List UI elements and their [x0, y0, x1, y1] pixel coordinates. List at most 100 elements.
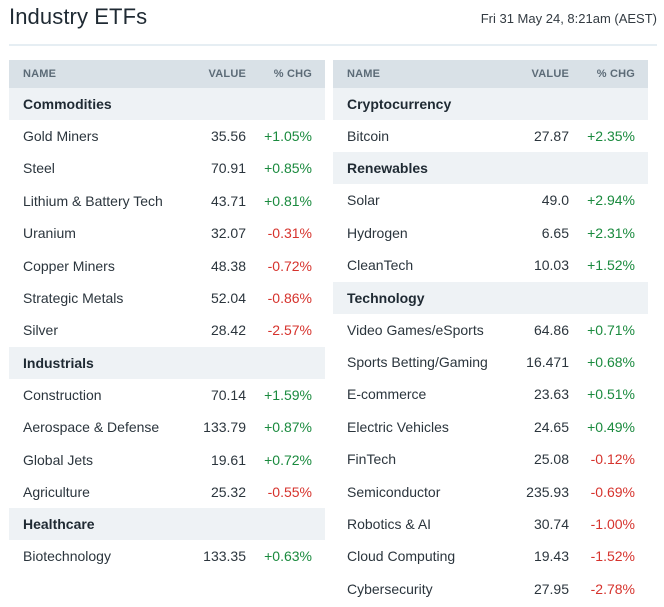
table-row[interactable]: Silver 28.42 -2.57% — [9, 314, 325, 346]
etf-value: 30.74 — [533, 515, 569, 532]
etf-value: 27.95 — [533, 580, 569, 597]
column-header-chg[interactable]: % CHG — [273, 68, 312, 80]
section-industrials: Industrials Construction 70.14 +1.59% Aerosp… — [9, 346, 325, 509]
etf-name[interactable]: Agriculture — [23, 483, 90, 500]
etf-percent-change: +2.31% — [587, 224, 635, 241]
column-header-name[interactable]: NAME — [347, 68, 381, 80]
table-row[interactable]: Semiconductor 235.93 -0.69% — [333, 476, 648, 508]
table-row[interactable]: Copper Miners 48.38 -0.72% — [9, 250, 325, 282]
table-row[interactable]: Hydrogen 6.65 +2.31% — [333, 217, 648, 249]
etf-name[interactable]: Semiconductor — [347, 483, 441, 500]
etf-name[interactable]: FinTech — [347, 451, 397, 468]
etf-percent-change: +1.05% — [264, 128, 312, 144]
etf-value: 10.03 — [533, 257, 569, 274]
etf-name[interactable]: Strategic Metals — [23, 289, 124, 306]
etf-percent-change: -0.55% — [267, 483, 312, 500]
section-cryptocurrency: Cryptocurrency Bitcoin 27.87 +2.35% — [333, 88, 648, 152]
timestamp: Fri 31 May 24, 8:21am (AEST) — [480, 11, 657, 26]
etf-value: 19.61 — [210, 451, 246, 468]
etf-name[interactable]: Biotechnology — [23, 548, 111, 565]
section-renewables: Renewables Solar 49.0 +2.94% Hydrogen 6.65 +2.… — [333, 152, 648, 281]
etf-percent-change: +2.35% — [587, 128, 635, 144]
etf-value: 16.471 — [526, 353, 569, 370]
table-row[interactable]: Agriculture 25.32 -0.55% — [9, 476, 325, 508]
etf-name[interactable]: Bitcoin — [347, 128, 390, 144]
column-header-name[interactable]: NAME — [23, 68, 57, 80]
etf-percent-change: +0.85% — [264, 160, 312, 177]
table-row[interactable]: Robotics & AI 30.74 -1.00% — [333, 508, 648, 540]
table-row[interactable]: Construction 70.14 +1.59% — [9, 379, 325, 411]
etf-percent-change: -2.57% — [267, 322, 312, 339]
section-heading: Industrials — [9, 346, 325, 379]
section-label: Healthcare — [23, 516, 95, 533]
etf-percent-change: +0.49% — [587, 418, 635, 435]
table-row[interactable]: Lithium & Battery Tech 43.71 +0.81% — [9, 185, 325, 217]
etf-percent-change: +0.51% — [587, 386, 635, 403]
etf-percent-change: -2.78% — [590, 580, 635, 597]
table-header: NAME VALUE % CHG — [333, 60, 648, 88]
etf-name[interactable]: Uranium — [23, 225, 76, 242]
table-row[interactable]: Solar 49.0 +2.94% — [333, 184, 648, 216]
etf-value: 19.43 — [533, 548, 569, 565]
etf-value: 70.14 — [210, 386, 246, 403]
etf-name[interactable]: Construction — [23, 386, 102, 403]
section-heading: Commodities — [9, 88, 325, 120]
etf-name[interactable]: Sports Betting/Gaming — [347, 353, 488, 370]
etf-value: 24.65 — [533, 418, 569, 435]
etf-name[interactable]: Lithium & Battery Tech — [23, 192, 163, 209]
section-heading: Renewables — [333, 152, 648, 185]
table-row[interactable]: Uranium 32.07 -0.31% — [9, 217, 325, 249]
etf-percent-change: -1.52% — [590, 548, 635, 565]
table-row[interactable]: Sports Betting/Gaming 16.471 +0.68% — [333, 346, 648, 378]
table-row[interactable]: Biotechnology 133.35 +0.63% — [9, 540, 325, 572]
table-row[interactable]: Aerospace & Defense 133.79 +0.87% — [9, 411, 325, 443]
etf-name[interactable]: Cybersecurity — [347, 580, 433, 597]
column-header-value[interactable]: VALUE — [208, 68, 246, 80]
table-row[interactable]: Gold Miners 35.56 +1.05% — [9, 120, 325, 152]
table-row[interactable]: Strategic Metals 52.04 -0.86% — [9, 282, 325, 314]
section-healthcare: Healthcare Biotechnology 133.35 +0.63% — [9, 508, 325, 572]
etf-name[interactable]: E-commerce — [347, 386, 427, 403]
etf-name[interactable]: Robotics & AI — [347, 515, 432, 532]
etf-value: 70.91 — [210, 160, 246, 177]
table-row[interactable]: Global Jets 19.61 +0.72% — [9, 444, 325, 476]
section-label: Commodities — [23, 96, 112, 112]
table-row[interactable]: Cloud Computing 19.43 -1.52% — [333, 540, 648, 572]
column-header-chg[interactable]: % CHG — [596, 68, 635, 80]
etf-name[interactable]: Copper Miners — [23, 257, 115, 274]
etf-name[interactable]: Silver — [23, 322, 59, 339]
etf-percent-change: +0.81% — [264, 192, 312, 209]
table-row[interactable]: Electric Vehicles 24.65 +0.49% — [333, 411, 648, 443]
table-row[interactable]: E-commerce 23.63 +0.51% — [333, 378, 648, 410]
etf-name[interactable]: Aerospace & Defense — [23, 419, 160, 436]
etf-name[interactable]: Video Games/eSports — [347, 321, 484, 338]
section-label: Industrials — [23, 354, 94, 371]
etf-table-left: NAME VALUE % CHG Commodities Gold Miners 3… — [9, 60, 325, 573]
section-label: Cryptocurrency — [347, 96, 452, 112]
section-label: Renewables — [347, 160, 428, 177]
etf-name[interactable]: Gold Miners — [23, 128, 99, 144]
etf-name[interactable]: Global Jets — [23, 451, 94, 468]
table-row[interactable]: FinTech 25.08 -0.12% — [333, 443, 648, 475]
etf-name[interactable]: Solar — [347, 192, 380, 209]
table-row[interactable]: Bitcoin 27.87 +2.35% — [333, 120, 648, 152]
etf-percent-change: +1.52% — [587, 257, 635, 274]
etf-value: 25.32 — [210, 483, 246, 500]
etf-value: 52.04 — [210, 289, 246, 306]
etf-name[interactable]: Steel — [23, 160, 55, 177]
table-row[interactable]: Video Games/eSports 64.86 +0.71% — [333, 314, 648, 346]
table-row[interactable]: Steel 70.91 +0.85% — [9, 152, 325, 184]
etf-name[interactable]: Electric Vehicles — [347, 418, 449, 435]
table-row[interactable]: CleanTech 10.03 +1.52% — [333, 249, 648, 281]
table-row[interactable]: Cybersecurity 27.95 -2.78% — [333, 573, 648, 605]
section-label: Technology — [347, 289, 425, 306]
etf-percent-change: +0.71% — [587, 321, 635, 338]
etf-value: 27.87 — [533, 128, 569, 144]
etf-name[interactable]: Hydrogen — [347, 224, 408, 241]
etf-name[interactable]: Cloud Computing — [347, 548, 456, 565]
etf-value: 43.71 — [210, 192, 246, 209]
page-title: Industry ETFs — [9, 4, 148, 29]
etf-value: 133.35 — [203, 548, 246, 565]
etf-name[interactable]: CleanTech — [347, 257, 414, 274]
column-header-value[interactable]: VALUE — [531, 68, 569, 80]
